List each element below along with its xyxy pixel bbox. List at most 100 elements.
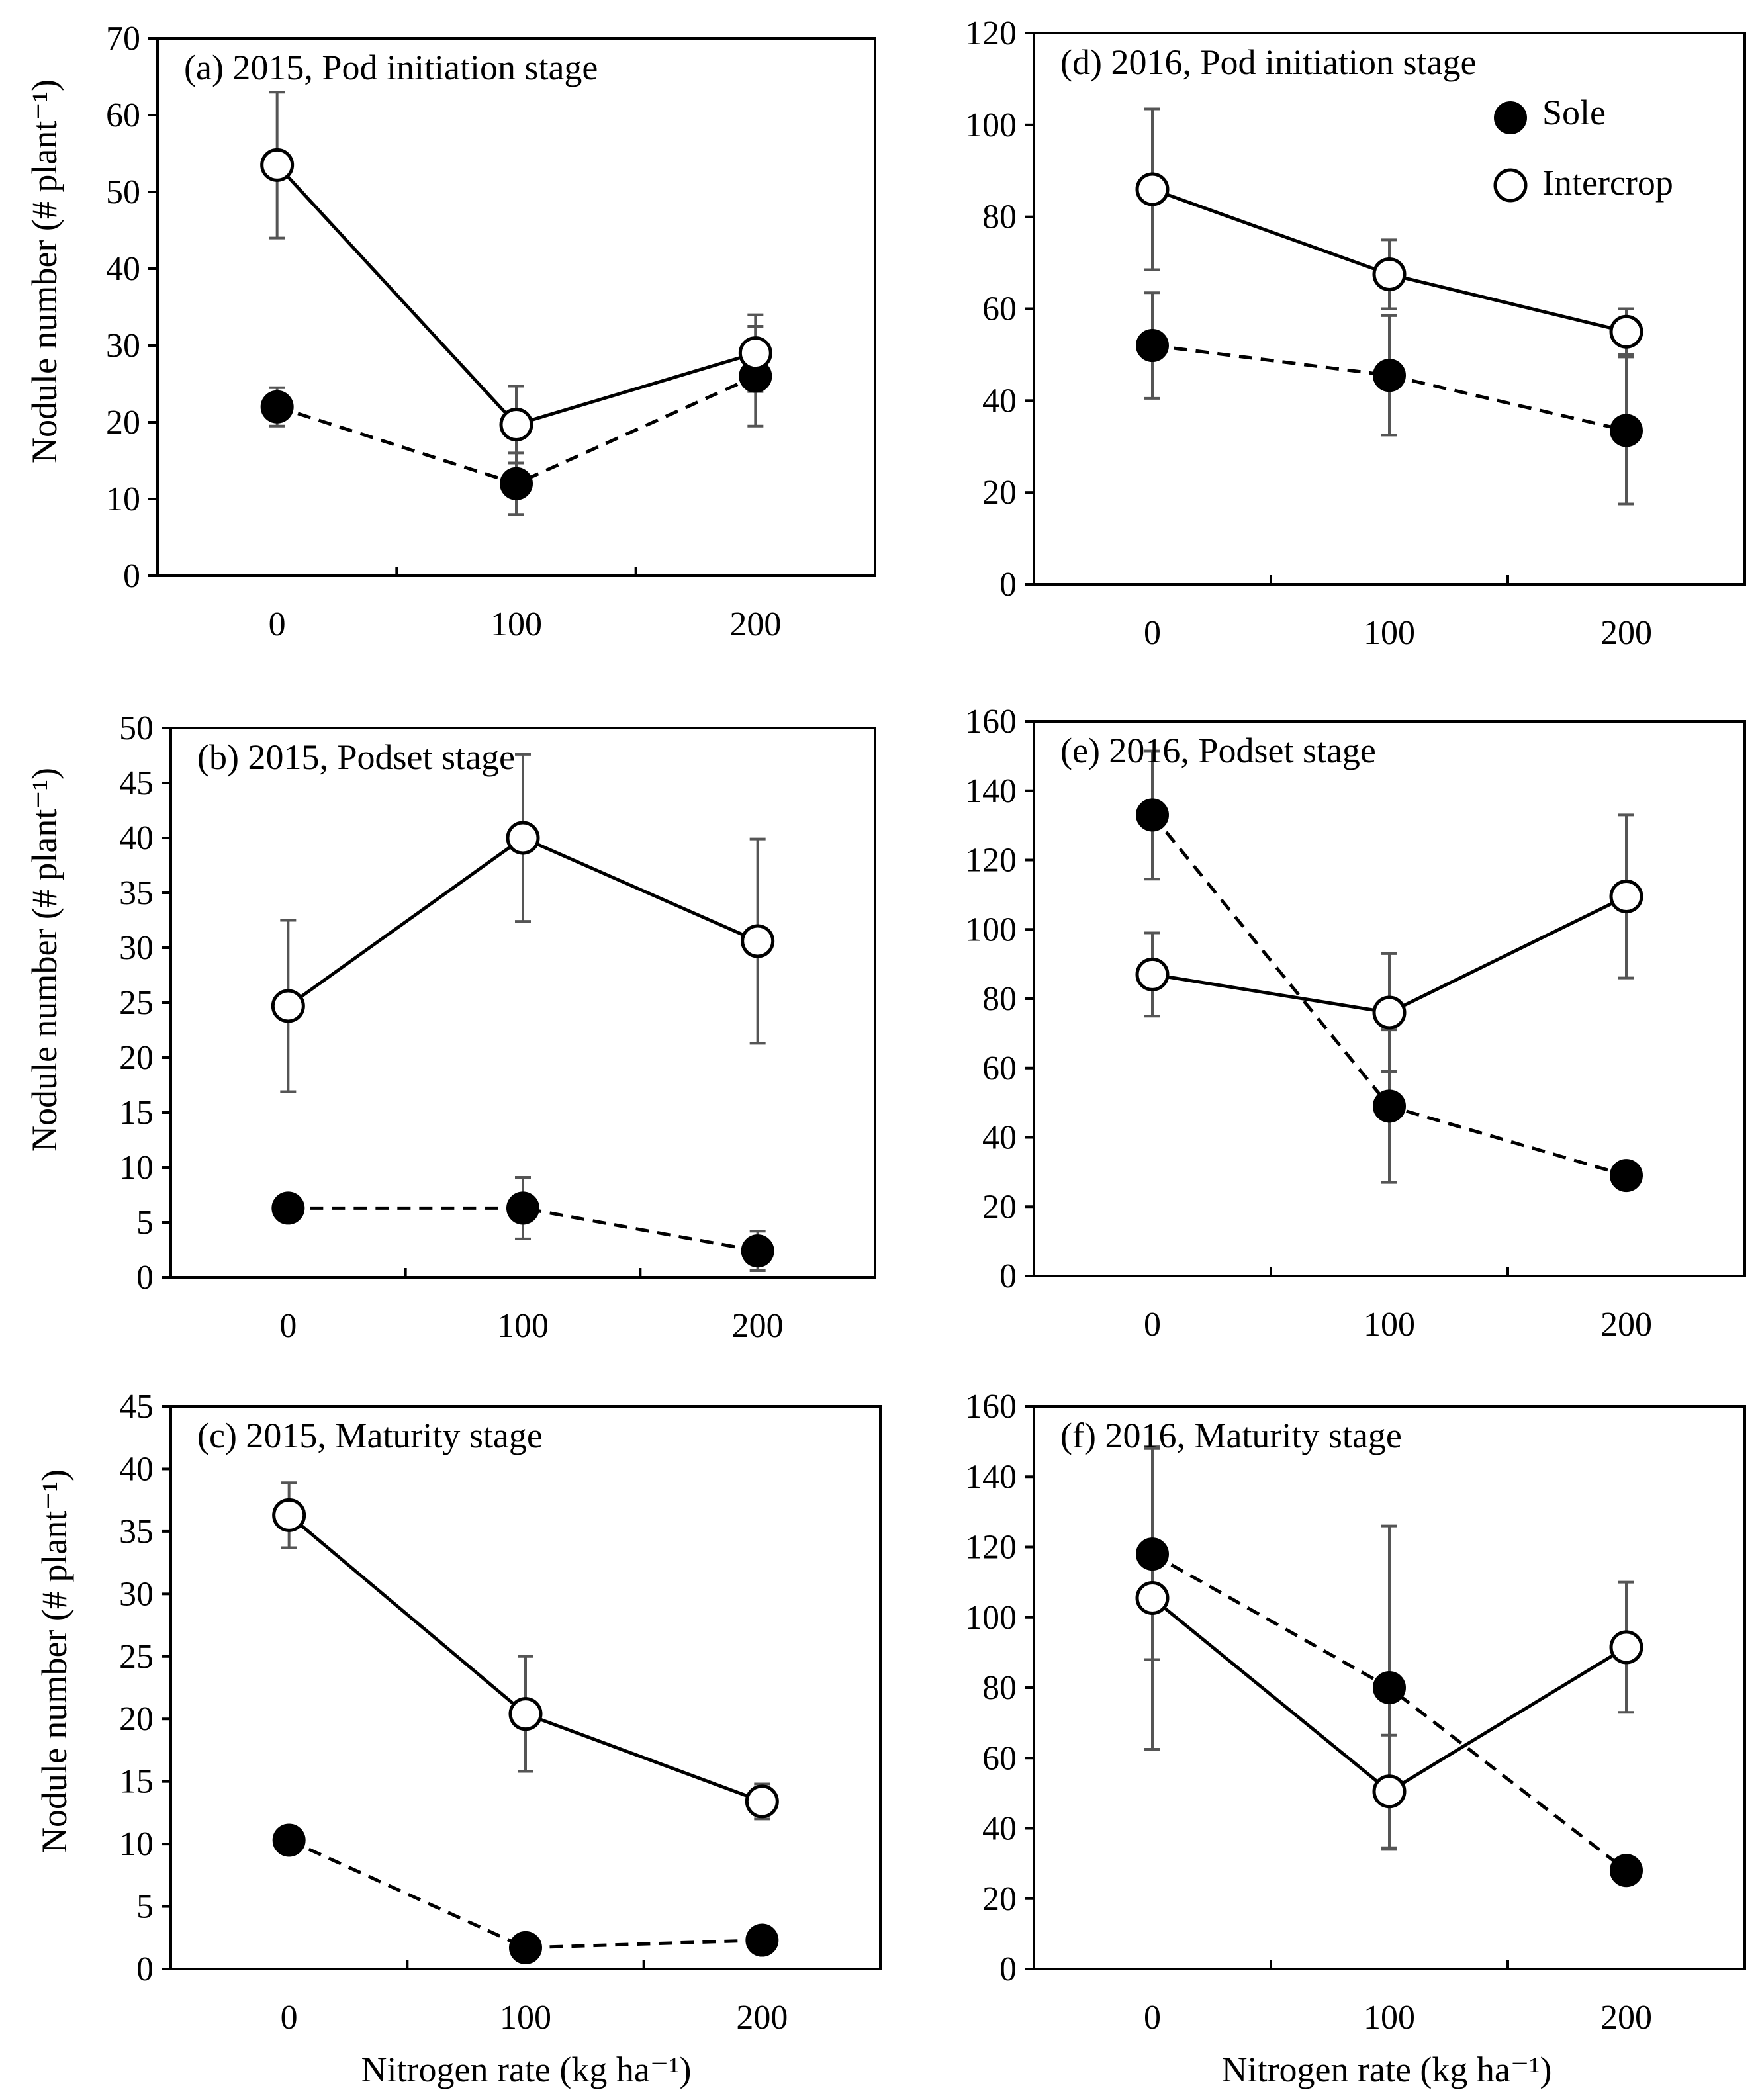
y-tick-label-e: 60 — [982, 1050, 1017, 1087]
x-tick-label-f: 100 — [1364, 1999, 1415, 2036]
x-axis-title-f: Nitrogen rate (kg ha⁻¹) — [1222, 2050, 1552, 2089]
y-tick-label-b: 25 — [119, 984, 154, 1022]
y-tick-label-e: 140 — [965, 772, 1017, 810]
y-tick-label-c: 45 — [119, 1388, 154, 1426]
y-tick-label-f: 140 — [965, 1458, 1017, 1496]
data-point-sole-f — [1610, 1854, 1643, 1888]
y-tick-label-e: 20 — [982, 1188, 1017, 1226]
y-tick-label-a: 30 — [106, 327, 140, 365]
y-tick-label-d: 100 — [965, 107, 1017, 144]
data-point-intercrop-c — [508, 1697, 543, 1731]
y-tick-label-e: 80 — [982, 980, 1017, 1018]
data-point-intercrop-a — [260, 148, 295, 182]
data-point-intercrop-e — [1609, 879, 1643, 913]
data-point-intercrop-e — [1372, 995, 1407, 1030]
y-tick-label-b: 30 — [119, 929, 154, 967]
y-tick-label-b: 40 — [119, 819, 154, 857]
data-point-sole-c — [272, 1823, 306, 1857]
data-point-sole-b — [741, 1234, 774, 1268]
data-point-intercrop-b — [741, 924, 775, 958]
y-tick-label-b: 15 — [119, 1094, 154, 1132]
data-point-sole-a — [500, 467, 533, 500]
x-axis-title-c: Nitrogen rate (kg ha⁻¹) — [361, 2050, 692, 2089]
x-tick-label-b: 0 — [279, 1307, 297, 1345]
legend-marker-sole — [1494, 101, 1527, 134]
data-point-intercrop-a — [738, 336, 772, 371]
y-tick-label-e: 0 — [999, 1257, 1017, 1295]
data-point-intercrop-f — [1609, 1630, 1643, 1665]
x-tick-label-e: 100 — [1364, 1306, 1415, 1344]
data-point-intercrop-b — [506, 821, 540, 855]
x-tick-label-e: 200 — [1600, 1306, 1652, 1344]
y-tick-label-b: 45 — [119, 764, 154, 802]
y-tick-label-a: 20 — [106, 404, 140, 441]
panel-title-c: (c) 2015, Maturity stage — [197, 1416, 543, 1455]
plot-frame-c — [169, 1405, 882, 1970]
data-point-intercrop-a — [499, 407, 533, 441]
series-line-sole-d — [1152, 343, 1627, 432]
y-tick-label-e: 120 — [965, 842, 1017, 880]
y-tick-label-d: 0 — [999, 566, 1017, 604]
y-tick-label-d: 20 — [982, 474, 1017, 512]
x-tick-label-c: 0 — [281, 1999, 298, 2036]
data-point-sole-f — [1136, 1537, 1169, 1571]
panel-c: 0 5 10 15 20 25 30 35 40 45 0 100 200 (c) 2015, Matur… — [119, 1388, 882, 2036]
data-point-intercrop-c — [272, 1498, 306, 1532]
data-point-sole-c — [745, 1923, 779, 1957]
panel-title-e: (e) 2016, Podset stage — [1060, 731, 1376, 770]
panel-e: 0 20 40 60 80 100 120 140 160 0 100 200 (e) 2016, Po… — [965, 703, 1746, 1344]
data-point-intercrop-d — [1135, 172, 1170, 206]
y-tick-label-f: 100 — [965, 1599, 1017, 1637]
y-tick-label-c: 5 — [136, 1888, 154, 1926]
data-point-intercrop-e — [1135, 957, 1170, 991]
data-point-sole-e — [1610, 1159, 1643, 1193]
panel-title-b: (b) 2015, Podset stage — [197, 737, 515, 777]
x-tick-label-f: 0 — [1144, 1999, 1161, 2036]
y-tick-label-d: 40 — [982, 382, 1017, 420]
y-tick-label-b: 10 — [119, 1149, 154, 1187]
y-tick-label-a: 10 — [106, 480, 140, 518]
y-axis-title-c: Nodule number (# plant⁻¹) — [34, 1469, 74, 1853]
y-tick-label-e: 160 — [965, 703, 1017, 741]
y-axis-title-a: Nodule number (# plant⁻¹) — [24, 79, 64, 463]
data-point-intercrop-f — [1372, 1774, 1407, 1809]
y-tick-label-a: 60 — [106, 97, 140, 134]
y-tick-label-c: 35 — [119, 1513, 154, 1551]
x-tick-label-a: 100 — [490, 606, 542, 643]
y-tick-label-c: 40 — [119, 1450, 154, 1488]
legend-label-sole: Sole — [1542, 93, 1606, 132]
y-tick-label-a: 50 — [106, 173, 140, 211]
y-tick-label-c: 15 — [119, 1763, 154, 1801]
panel-d: 0 20 40 60 80 100 120 0 100 200 (d) 2016, Pod init… — [965, 15, 1746, 652]
data-point-intercrop-f — [1135, 1581, 1170, 1616]
y-tick-label-f: 120 — [965, 1529, 1017, 1567]
x-tick-label-f: 200 — [1600, 1999, 1652, 2036]
x-tick-label-a: 200 — [729, 606, 781, 643]
panel-title-a: (a) 2015, Pod initiation stage — [184, 48, 598, 87]
y-tick-label-c: 30 — [119, 1575, 154, 1613]
data-point-intercrop-b — [271, 989, 305, 1023]
x-tick-label-b: 100 — [497, 1307, 549, 1345]
y-tick-label-e: 100 — [965, 911, 1017, 948]
data-point-sole-d — [1373, 359, 1406, 392]
panel-title-d: (d) 2016, Pod initiation stage — [1060, 42, 1476, 82]
y-tick-label-b: 35 — [119, 874, 154, 912]
series-line-sole-b — [288, 1206, 759, 1253]
panel-title-f: (f) 2016, Maturity stage — [1060, 1416, 1402, 1455]
panel-f: 0 20 40 60 80 100 120 140 160 0 100 200 (f) 2016, Ma… — [965, 1388, 1746, 2036]
y-axis-title-b: Nodule number (# plant⁻¹) — [24, 768, 64, 1152]
legend-label-intercrop: Intercrop — [1542, 163, 1673, 203]
y-tick-label-c: 20 — [119, 1700, 154, 1738]
y-tick-label-f: 60 — [982, 1739, 1017, 1777]
legend: Sole Intercrop — [1493, 93, 1673, 203]
data-point-sole-d — [1136, 329, 1169, 363]
y-tick-label-f: 20 — [982, 1880, 1017, 1918]
data-point-intercrop-c — [745, 1784, 779, 1819]
y-tick-label-b: 5 — [136, 1204, 154, 1242]
y-tick-label-f: 80 — [982, 1669, 1017, 1707]
y-tick-label-b: 50 — [119, 709, 154, 747]
y-tick-label-b: 0 — [136, 1259, 154, 1297]
data-point-sole-c — [509, 1931, 542, 1964]
